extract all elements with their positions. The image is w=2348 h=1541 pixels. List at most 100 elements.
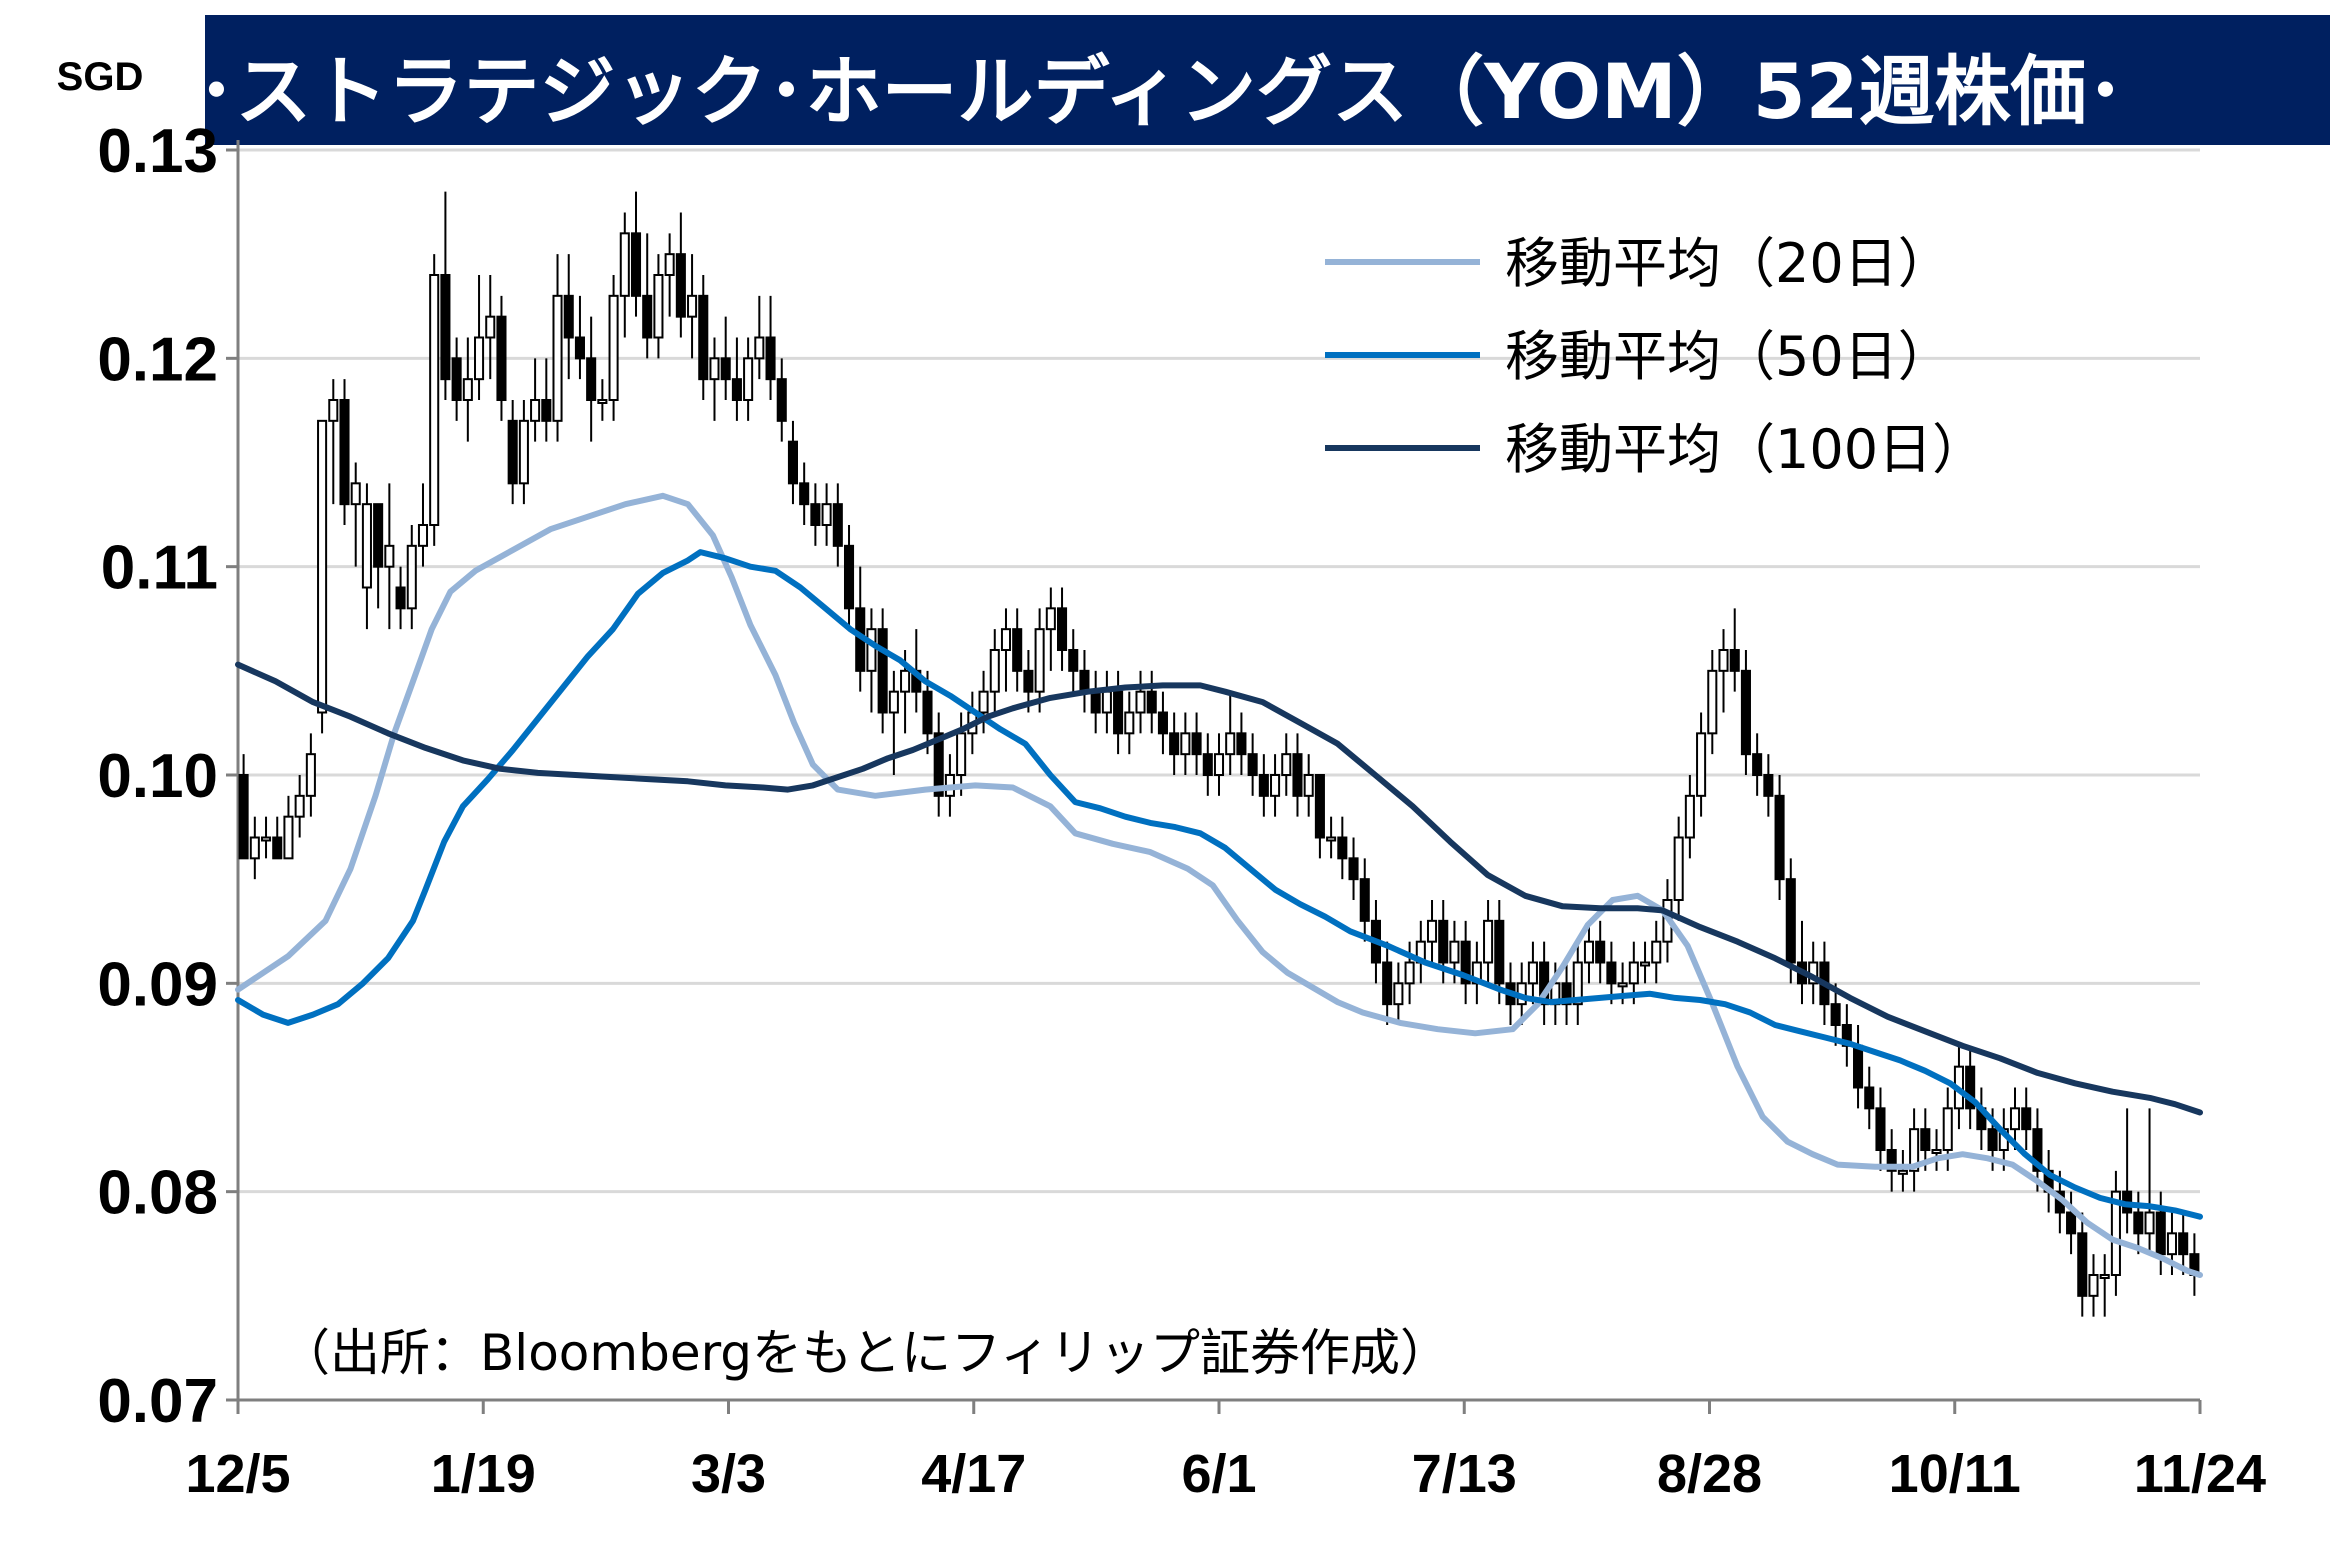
candle [1034, 608, 1045, 713]
candle [1684, 775, 1695, 859]
candle-body-up [1449, 940, 1460, 964]
candle-body-up [1034, 628, 1045, 693]
candle [1359, 858, 1370, 942]
x-tick-label: 10/11 [1889, 1444, 2021, 1504]
candle-body-down [373, 503, 384, 568]
candle-body-down [1348, 857, 1359, 881]
candle-body-up [2166, 1232, 2178, 1256]
candle-body-up [1628, 961, 1639, 985]
candle-body-down [2155, 1211, 2166, 1256]
candle [978, 670, 989, 734]
ma-line-20 [235, 492, 2203, 1278]
candle [1303, 754, 1314, 817]
candle-body-up [866, 628, 877, 672]
candle [1785, 858, 1796, 984]
candle-body-down [776, 378, 787, 422]
candle [1258, 754, 1269, 817]
candle-body-up [1483, 919, 1494, 964]
candle-body-up [328, 399, 339, 422]
candle [1886, 1129, 1897, 1192]
candle-body-down [1965, 1065, 1976, 1110]
candle-body-up [1180, 732, 1191, 756]
candle [440, 191, 451, 400]
x-tick-label: 6/1 [1181, 1444, 1256, 1504]
candle [541, 358, 552, 442]
candle-body-down [1740, 669, 1751, 756]
candle-body-up [2009, 1107, 2021, 1131]
candle-body-down [2032, 1128, 2043, 1172]
candle [283, 795, 294, 860]
candle [675, 212, 686, 338]
candle-body-up [1393, 982, 1404, 1006]
candle-body-down [843, 544, 855, 610]
candle [1135, 670, 1146, 734]
candle-body-up [429, 274, 440, 526]
candle [1931, 1129, 1942, 1171]
candle [1068, 629, 1079, 692]
candle-body-up [978, 690, 989, 714]
candle [799, 462, 810, 525]
candle-body-down [877, 628, 888, 714]
y-tick-label: 0.12 [97, 325, 218, 394]
candle-body-up [474, 336, 485, 381]
candle [709, 337, 720, 421]
candle [1236, 712, 1247, 775]
candle-body-down [440, 274, 451, 381]
candle-body-down [1292, 753, 1303, 797]
candle-body-up [1124, 711, 1135, 735]
ma-line-100 [235, 661, 2203, 1116]
candle [933, 712, 944, 817]
candle [1752, 733, 1763, 796]
candle-body-up [1696, 732, 1707, 797]
candle-body-up [1707, 669, 1718, 735]
candle-body-up [2144, 1211, 2155, 1235]
x-tick-label: 3/3 [691, 1444, 766, 1504]
candle [776, 358, 787, 442]
candle [451, 337, 462, 421]
candle-body-up [709, 357, 720, 381]
candle [1651, 920, 1662, 984]
candle [1382, 941, 1393, 1025]
candle [597, 379, 608, 421]
candle-body-down [1595, 940, 1606, 964]
candle-body-up [260, 836, 272, 842]
candle [843, 525, 855, 630]
candle-body-up [1673, 836, 1684, 901]
candle-body-down [1853, 1044, 1864, 1089]
candle [1124, 691, 1135, 755]
candle [1270, 754, 1281, 817]
candle-body-down [642, 294, 653, 339]
candle-body-down [765, 336, 776, 381]
candle-body-down [2021, 1107, 2032, 1131]
candle [720, 316, 731, 400]
candle-body-up [249, 836, 260, 860]
candle [1527, 941, 1538, 1005]
candle [474, 275, 485, 400]
candle-body-up [1326, 836, 1337, 842]
candle-body-down [1113, 690, 1124, 735]
candle-body-up [1000, 628, 1012, 652]
candle-body-down [2178, 1232, 2189, 1256]
candle-body-down [799, 482, 810, 506]
candle [1202, 733, 1213, 796]
candle [1909, 1108, 1920, 1192]
candle [2133, 1191, 2144, 1255]
candle-body-down [1561, 982, 1572, 1006]
candle-body-down [1752, 753, 1763, 777]
candle-body-up [317, 419, 328, 714]
candle [1225, 691, 1236, 775]
candle-body-down [1191, 732, 1202, 756]
candle-body-up [485, 315, 496, 339]
candle [698, 275, 709, 400]
candle-body-down [1920, 1128, 1931, 1151]
y-tick-label: 0.08 [97, 1159, 218, 1228]
candle-body-down [1987, 1128, 1998, 1151]
x-tick-label: 8/28 [1657, 1444, 1762, 1504]
candle [1191, 712, 1202, 775]
candle [518, 400, 529, 505]
x-axis-ticks: 12/5 1/19 3/3 4/17 6/1 7/13 8/28 10/11 11/24 [185, 1398, 2266, 1504]
candle [1595, 920, 1606, 984]
candle-body-down [2133, 1211, 2144, 1235]
candle-body-down [1830, 1003, 1841, 1027]
candle-body-down [675, 253, 686, 318]
